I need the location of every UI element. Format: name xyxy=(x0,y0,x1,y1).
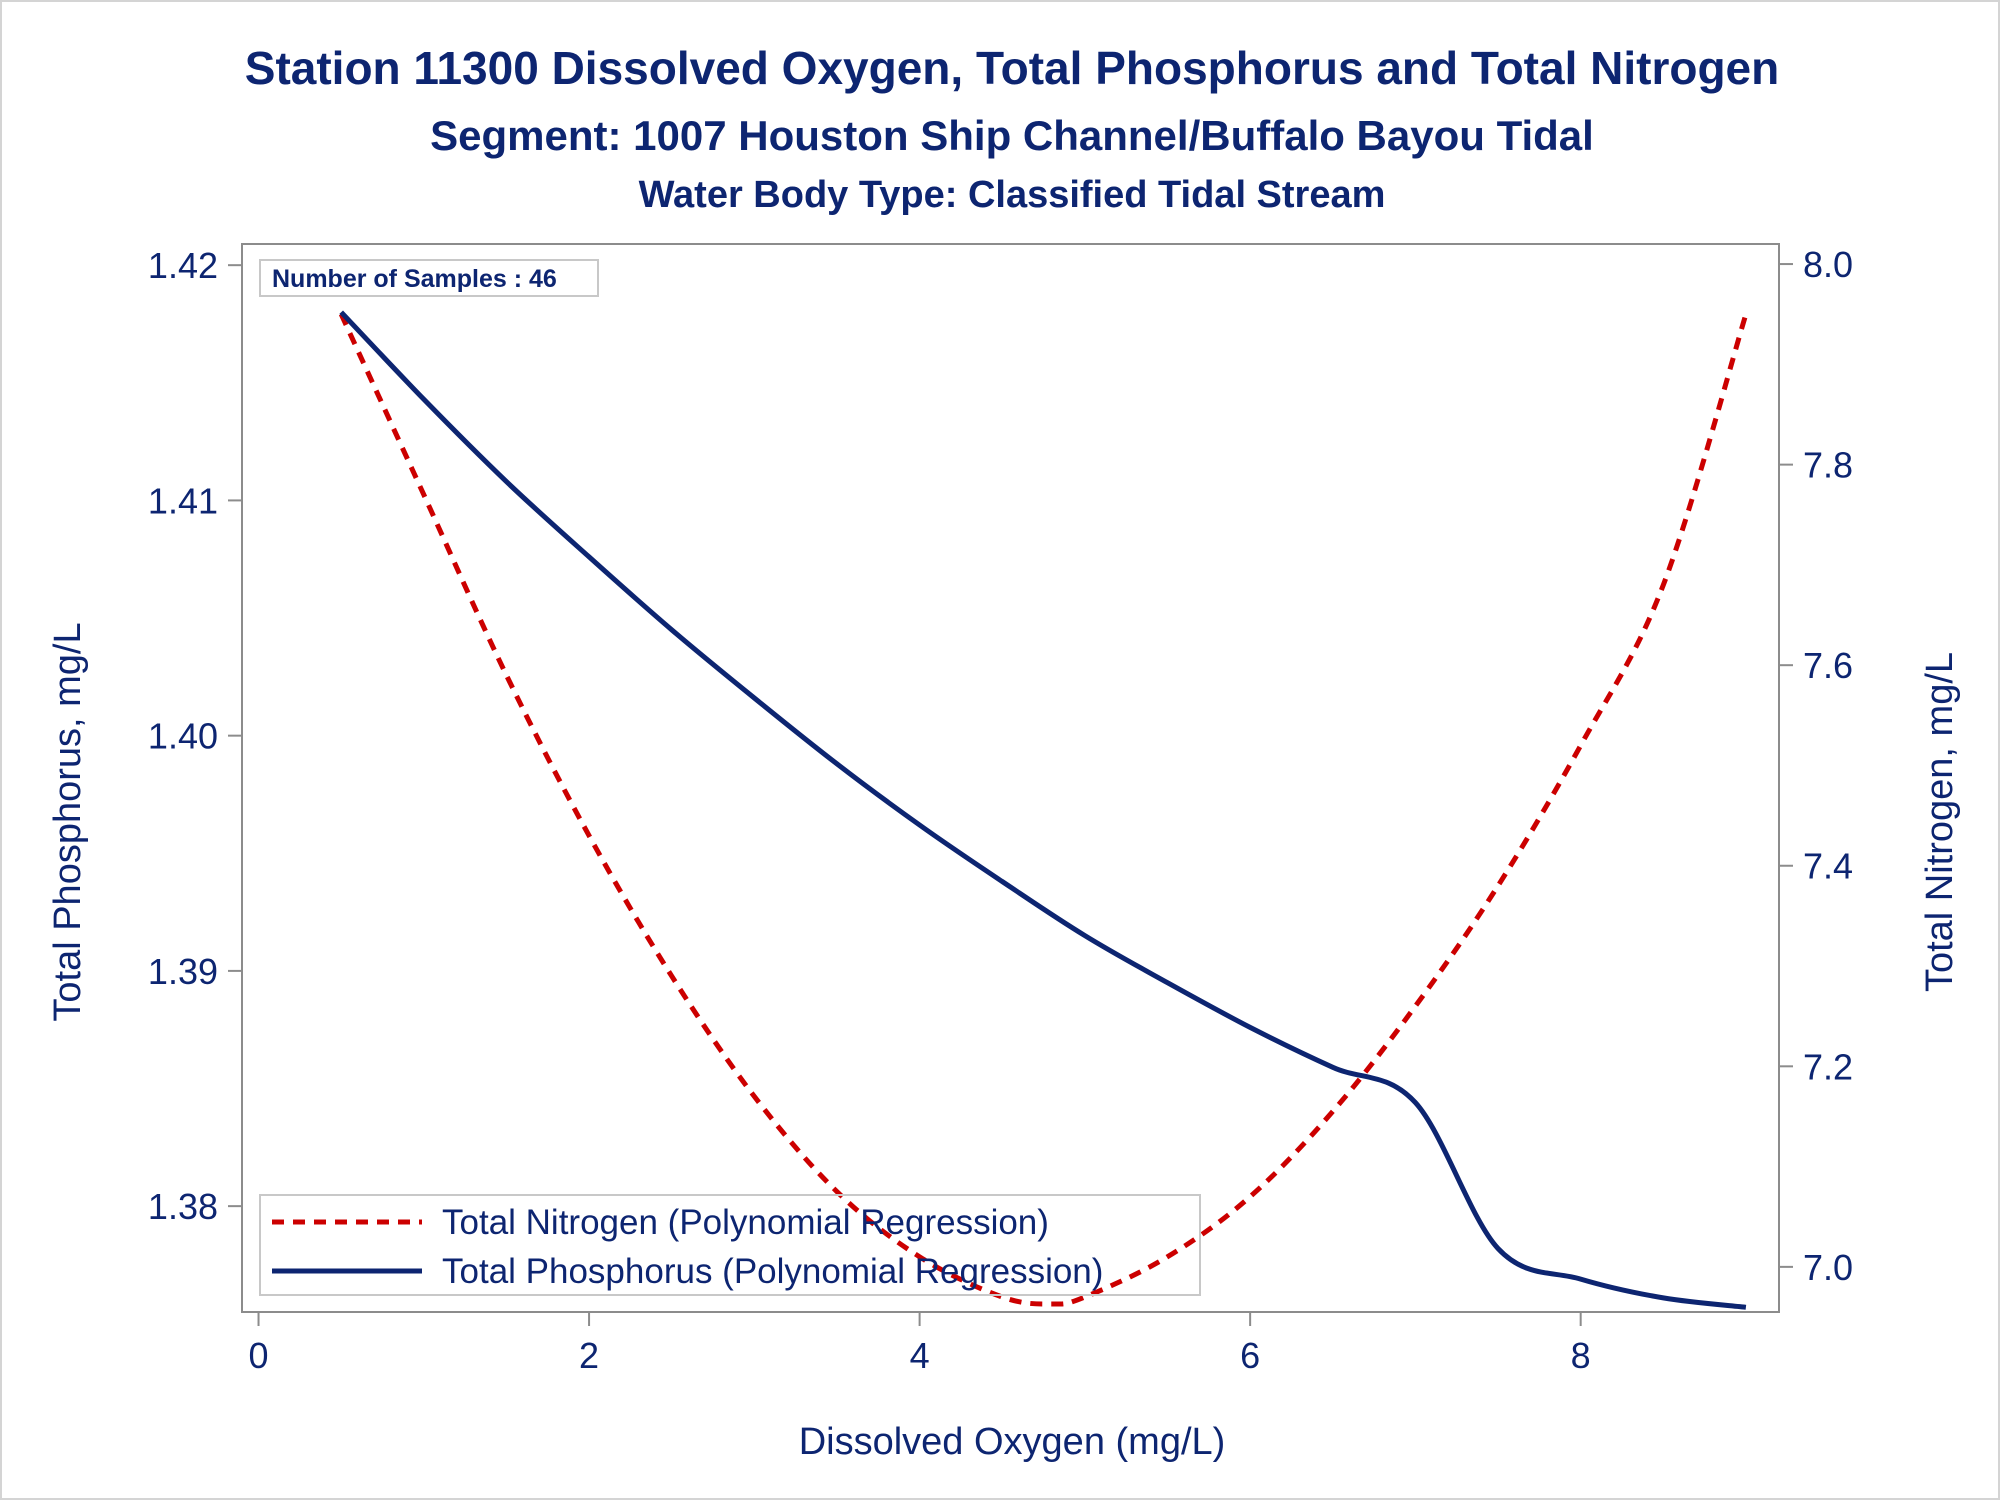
nitrogen-series-line xyxy=(338,313,1749,1307)
y2-tick-label: 7.2 xyxy=(1803,1046,1853,1087)
phosphorus-series-line xyxy=(339,310,1747,1310)
chart-title: Station 11300 Dissolved Oxygen, Total Ph… xyxy=(245,42,1779,94)
samples-annotation: Number of Samples : 46 xyxy=(272,265,557,293)
y-tick-label: 1.41 xyxy=(148,480,218,521)
y-tick-label: 1.40 xyxy=(148,716,218,757)
y2-tick-label: 7.8 xyxy=(1803,445,1853,486)
samples-box xyxy=(259,259,599,297)
y-axis-label: Total Phosphorus, mg/L xyxy=(47,622,89,1021)
y2-axis-label: Total Nitrogen, mg/L xyxy=(1919,652,1961,992)
x-axis-label: Dissolved Oxygen (mg/L) xyxy=(799,1421,1226,1463)
y-tick-label: 1.39 xyxy=(148,951,218,992)
legend-label: Total Nitrogen (Polynomial Regression) xyxy=(442,1203,1049,1242)
y2-tick-label: 7.4 xyxy=(1803,846,1853,887)
y-tick-label: 1.42 xyxy=(148,245,218,286)
x-tick-label: 2 xyxy=(579,1335,599,1376)
y2-tick-label: 7.6 xyxy=(1803,645,1853,686)
x-tick-label: 6 xyxy=(1240,1335,1260,1376)
y2-tick-label: 8.0 xyxy=(1803,244,1853,285)
x-tick-label: 4 xyxy=(910,1335,930,1376)
x-tick-label: 0 xyxy=(249,1335,269,1376)
plot-area: 0 2 4 6 8 1.38 1.39 1.40 1.41 1.42 7.0 7.2 7.4 7.6 7.8… xyxy=(148,243,1853,1376)
y-tick-label: 1.38 xyxy=(148,1186,218,1227)
legend-label: Total Phosphorus (Polynomial Regression) xyxy=(442,1252,1103,1291)
y2-tick-label: 7.0 xyxy=(1803,1247,1853,1288)
chart-subtitle: Segment: 1007 Houston Ship Channel/Buffa… xyxy=(430,112,1594,159)
chart-subtitle-2: Water Body Type: Classified Tidal Stream xyxy=(639,174,1386,216)
x-tick-label: 8 xyxy=(1571,1335,1591,1376)
legend-box xyxy=(259,1194,1201,1296)
plot-frame xyxy=(241,243,1780,1313)
